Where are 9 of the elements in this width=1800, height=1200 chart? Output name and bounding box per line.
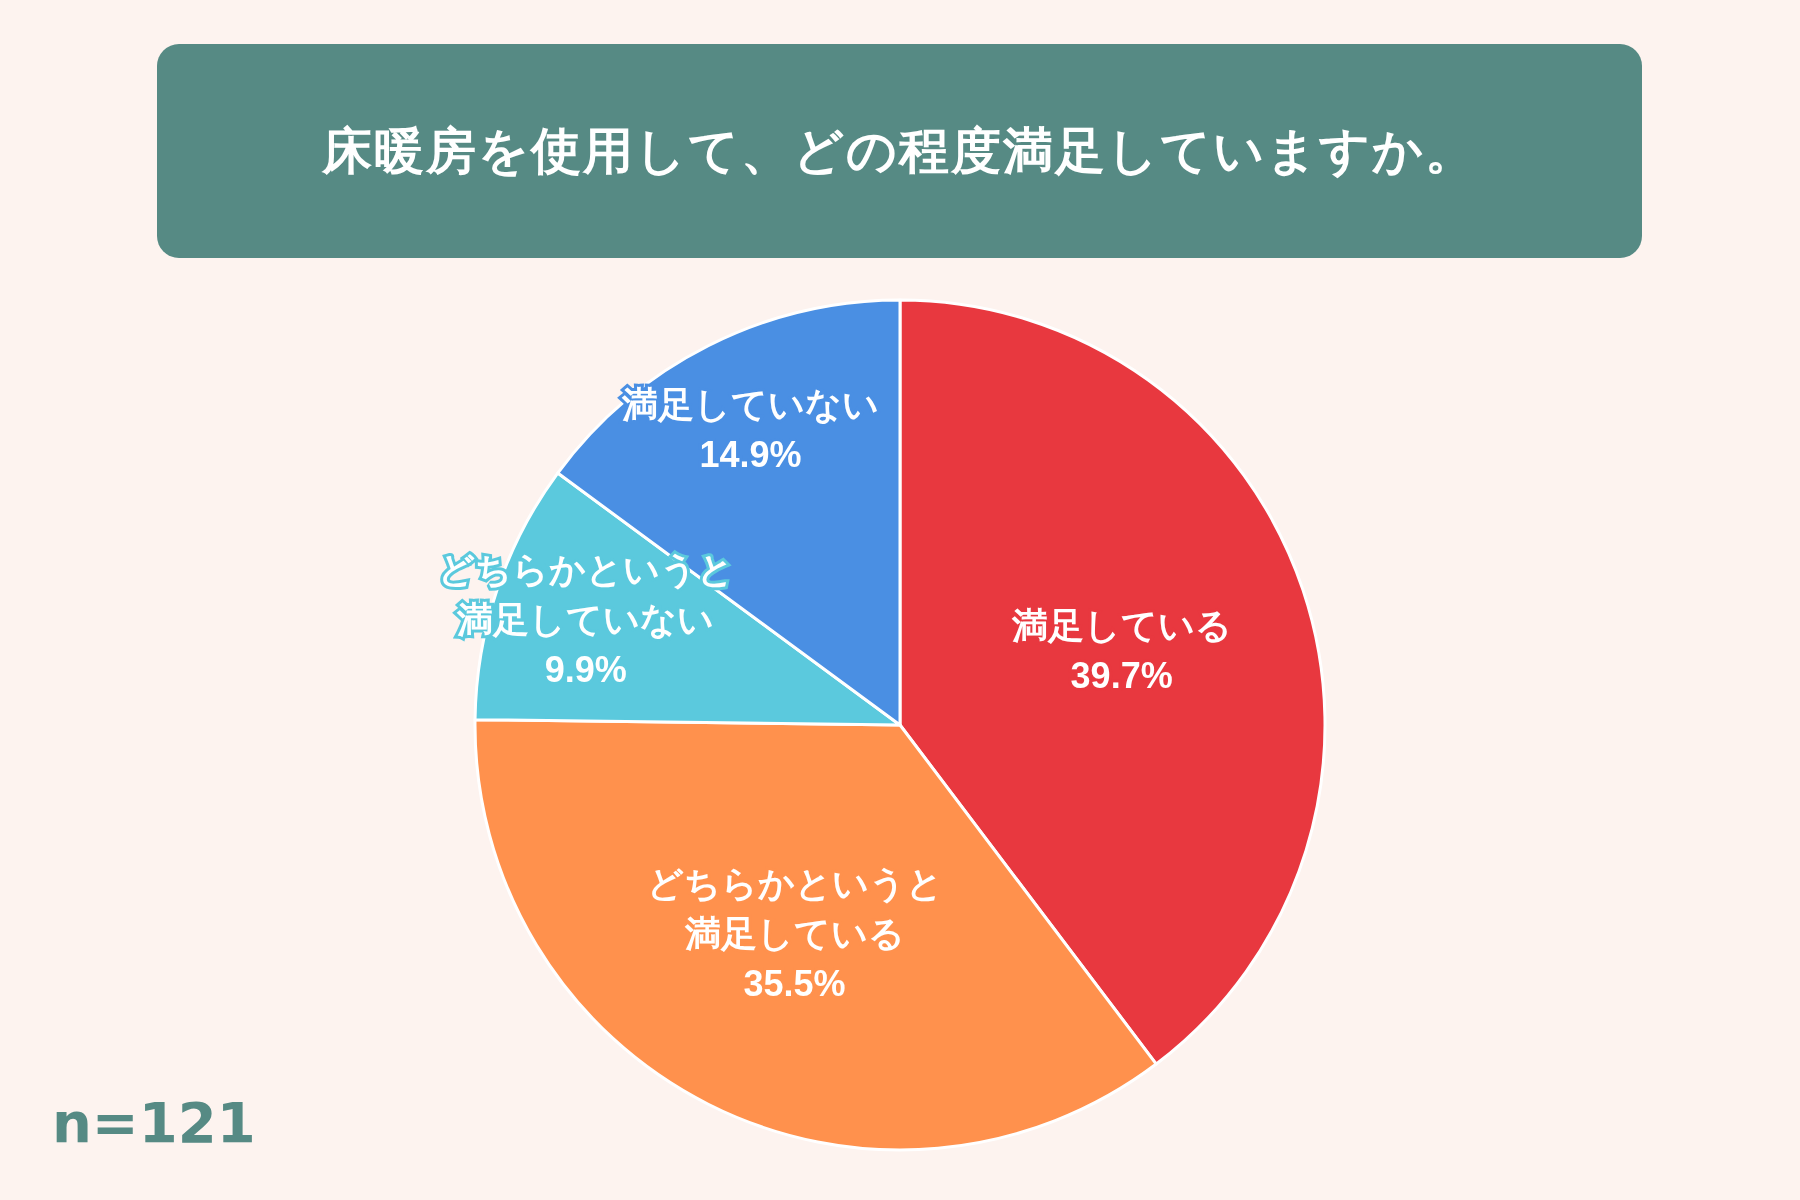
data-label: 14.9%: [699, 433, 802, 475]
slice-label: どちらかというと満足している: [646, 863, 943, 955]
data-label: 9.9%: [544, 649, 627, 691]
chart-title: 床暖房を使用して、どの程度満足していますか。: [157, 44, 1642, 258]
data-label: 35.5%: [743, 963, 846, 1005]
slice-label: 満足していない: [620, 383, 879, 425]
slice-label: 満足している: [1010, 605, 1232, 647]
data-label: 39.7%: [1070, 655, 1173, 697]
text: n=121: [52, 1090, 256, 1155]
